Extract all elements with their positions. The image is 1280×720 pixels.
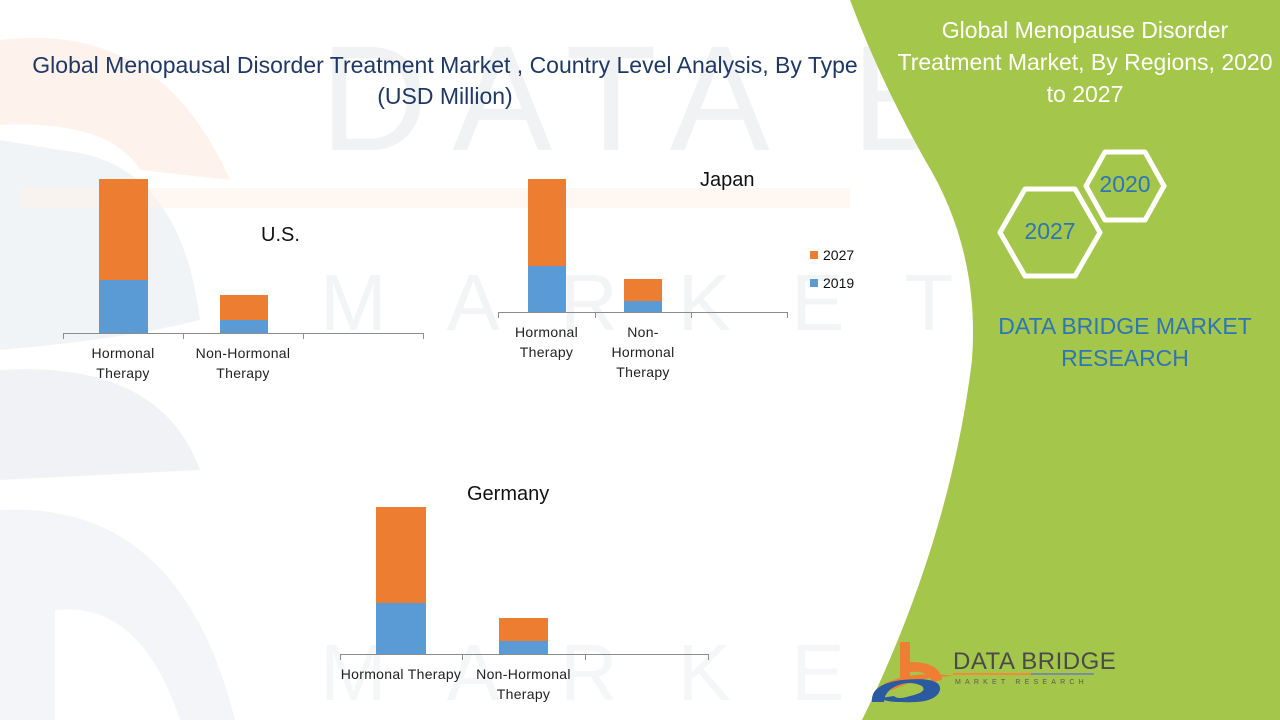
axis-tick	[340, 654, 341, 660]
legend-label: 2019	[823, 275, 855, 291]
bar-segment-2019	[99, 280, 148, 333]
axis-tick	[63, 333, 64, 339]
logo-name: DATA BRIDGE	[953, 648, 1117, 675]
hexagon-2027: 2027	[997, 186, 1103, 279]
axis-tick	[595, 312, 596, 318]
hex-label-2027: 2027	[1024, 218, 1076, 244]
bar-us-non-hormonal	[220, 295, 268, 333]
bar-segment-2019	[624, 301, 662, 312]
legend-label: 2027	[823, 247, 855, 263]
legend-swatch-icon	[810, 251, 818, 259]
chart-title-us: U.S.	[261, 224, 300, 246]
legend-item-2027: 2027	[810, 241, 854, 269]
hexagon-icon	[1083, 149, 1167, 223]
brand-text: DATA BRIDGE MARKET RESEARCH	[998, 313, 1252, 371]
logo-divider	[1031, 673, 1094, 675]
legend-swatch-icon	[810, 279, 818, 287]
bar-segment-2027	[376, 507, 426, 603]
bar-germany-non-hormonal	[499, 618, 548, 654]
logo-tagline: MARKET RESEARCH	[955, 679, 1088, 686]
bar-segment-2027	[624, 279, 662, 301]
bar-segment-2027	[528, 179, 566, 266]
category-label: Hormonal Therapy	[514, 324, 579, 360]
x-axis-us	[63, 333, 424, 334]
axis-tick	[585, 654, 586, 660]
chart-legend: 2027 2019	[810, 241, 854, 297]
axis-tick	[787, 312, 788, 318]
axis-tick	[303, 333, 304, 339]
side-panel-title: Global Menopause Disorder Treatment Mark…	[897, 17, 1273, 107]
chart-title-germany: Germany	[467, 483, 550, 505]
bar-us-hormonal	[99, 179, 148, 333]
category-label: Non-Hormonal Therapy	[195, 345, 291, 381]
bar-segment-2019	[220, 320, 268, 333]
bar-germany-hormonal	[376, 507, 426, 654]
x-axis-japan	[498, 312, 788, 313]
bar-segment-2027	[499, 618, 548, 641]
bar-segment-2027	[220, 295, 268, 320]
page-title: Global Menopausal Disorder Treatment Mar…	[32, 52, 858, 109]
logo-divider	[953, 673, 1031, 675]
data-bridge-logo-icon	[871, 642, 954, 703]
bar-segment-2019	[499, 641, 548, 654]
bar-japan-non-hormonal	[624, 279, 662, 312]
hexagon-2020: 2020	[1083, 149, 1167, 223]
axis-tick	[183, 333, 184, 339]
category-label: Hormonal Therapy	[340, 666, 462, 682]
hexagon-icon	[997, 186, 1103, 279]
category-label: Non-Hormonal Therapy	[476, 666, 571, 702]
category-label: Non- Hormonal Therapy	[611, 324, 675, 380]
axis-tick	[691, 312, 692, 318]
x-axis-germany	[340, 654, 709, 655]
category-label: Hormonal Therapy	[91, 345, 155, 381]
axis-tick	[423, 333, 424, 339]
bar-segment-2019	[376, 603, 426, 654]
bar-segment-2027	[99, 179, 148, 280]
hex-label-2020: 2020	[1099, 171, 1151, 197]
bar-segment-2019	[528, 266, 566, 312]
bar-japan-hormonal	[528, 179, 566, 312]
axis-tick	[708, 654, 709, 660]
axis-tick	[498, 312, 499, 318]
axis-tick	[462, 654, 463, 660]
legend-item-2019: 2019	[810, 269, 854, 297]
chart-title-japan: Japan	[700, 169, 755, 191]
